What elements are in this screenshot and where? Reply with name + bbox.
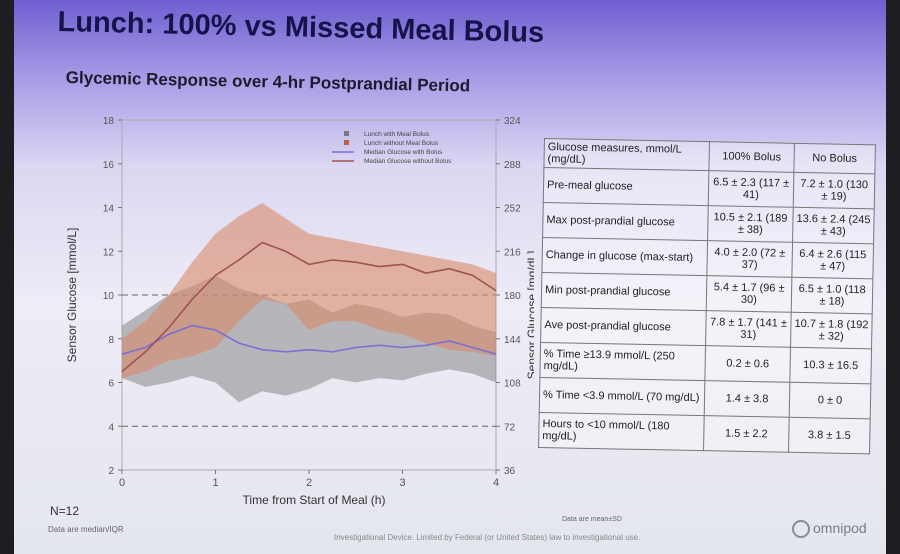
- chart-subtitle: Glycemic Response over 4-hr Postprandial…: [65, 68, 471, 96]
- legend-label: Median Glucose without Bolus: [364, 158, 452, 165]
- x-tick-label: 4: [493, 477, 499, 489]
- table-cell-measure: % Time ≥13.9 mmol/L (250 mg/dL): [539, 342, 706, 381]
- table-cell-bolus: 1.5 ± 2.2: [703, 415, 790, 453]
- table-cell-bolus: 0.2 ± 0.6: [704, 345, 791, 383]
- legend-label: Lunch without Meal Bolus: [364, 140, 439, 147]
- y-tick-label: 10: [103, 291, 115, 302]
- x-tick-label: 1: [212, 477, 218, 489]
- logo-ring-icon: [792, 520, 810, 539]
- legend-label: Median Glucose with Bolus: [364, 149, 443, 156]
- y2-tick-label: 72: [504, 422, 516, 433]
- table-cell-bolus: 4.0 ± 2.0 (72 ± 37): [706, 240, 793, 278]
- footer-disclaimer: Investigational Device. Limited by Feder…: [334, 533, 641, 542]
- y-tick-label: 6: [108, 379, 114, 390]
- slide-title: Lunch: 100% vs Missed Meal Bolus: [57, 6, 545, 50]
- table-cell-nobolus: 7.2 ± 1.0 (130 ± 19): [793, 172, 875, 209]
- table-cell-bolus: 10.5 ± 2.1 (189 ± 38): [707, 205, 794, 243]
- table-cell-nobolus: 3.8 ± 1.5: [788, 417, 871, 454]
- y-tick-label: 8: [108, 335, 114, 346]
- table-cell-measure: Hours to <10 mmol/L (180 mg/dL): [538, 412, 705, 451]
- median-line: [121, 241, 497, 373]
- table-note: Data are mean±SD: [562, 516, 622, 523]
- x-tick-label: 0: [119, 477, 125, 489]
- y2-tick-label: 216: [504, 247, 521, 258]
- y2-tick-label: 108: [504, 379, 521, 390]
- legend-swatch: [344, 131, 349, 136]
- y-tick-label: 16: [103, 160, 115, 171]
- y2-tick-label: 180: [504, 291, 521, 302]
- table-cell-measure: Min post-prandial glucose: [541, 272, 707, 311]
- y-tick-label: 4: [108, 422, 114, 433]
- x-axis-label: Time from Start of Meal (h): [243, 493, 386, 507]
- y2-tick-label: 36: [504, 466, 516, 477]
- table-cell-measure: % Time <3.9 mmol/L (70 mg/dL): [539, 377, 705, 416]
- table-cell-bolus: 6.5 ± 2.3 (117 ± 41): [708, 170, 794, 208]
- table-cell-measure: Change in glucose (max-start): [541, 237, 708, 276]
- table-cell-nobolus: 10.7 ± 1.8 (192 ± 32): [790, 312, 873, 349]
- table-header-measure: Glucose measures, mmol/L (mg/dL): [543, 138, 710, 171]
- table-cell-nobolus: 6.5 ± 1.0 (118 ± 18): [791, 277, 873, 314]
- table-header-nobolus: No Bolus: [793, 143, 876, 174]
- table-row: Hours to <10 mmol/L (180 mg/dL) 1.5 ± 2.2…: [538, 412, 871, 454]
- y2-tick-label: 288: [504, 160, 521, 171]
- y-tick-label: 18: [103, 116, 115, 127]
- table-cell-nobolus: 0 ± 0: [789, 382, 871, 419]
- glucose-chart: 2468101214161836721081441802162522883240…: [65, 116, 534, 507]
- logo-text: omnipod: [813, 520, 867, 536]
- y2-tick-label: 144: [504, 335, 521, 346]
- n-label: N=12: [50, 504, 80, 518]
- table-header-bolus: 100% Bolus: [708, 141, 795, 173]
- y2-axis-label: Sensor Glucose [mg/dL]: [525, 251, 534, 380]
- table-cell-bolus: 7.8 ± 1.7 (141 ± 31): [705, 310, 792, 348]
- table-cell-bolus: 1.4 ± 3.8: [704, 380, 790, 418]
- presentation-slide: Lunch: 100% vs Missed Meal Bolus Glycemi…: [14, 0, 886, 554]
- table-cell-measure: Ave post-prandial glucose: [540, 307, 707, 346]
- y2-tick-label: 324: [504, 116, 521, 127]
- glucose-measures-table: Glucose measures, mmol/L (mg/dL) 100% Bo…: [538, 138, 876, 455]
- x-tick-label: 2: [306, 477, 312, 489]
- chart-note: Data are median/IQR: [48, 525, 124, 534]
- legend-label: Lunch with Meal Bolus: [364, 131, 430, 138]
- iqr-band: [122, 203, 496, 379]
- table-cell-measure: Max post-prandial glucose: [542, 202, 709, 241]
- y-tick-label: 14: [103, 204, 115, 215]
- table-cell-nobolus: 13.6 ± 2.4 (245 ± 43): [792, 207, 875, 244]
- legend-swatch: [344, 140, 349, 145]
- x-tick-label: 3: [399, 477, 405, 489]
- omnipod-logo: omnipod: [792, 520, 867, 539]
- y-tick-label: 2: [108, 466, 114, 477]
- table-cell-bolus: 5.4 ± 1.7 (96 ± 30): [706, 275, 792, 313]
- y-tick-label: 12: [103, 247, 115, 258]
- y2-tick-label: 252: [504, 204, 521, 215]
- median-line: [121, 324, 497, 355]
- table-cell-measure: Pre-meal glucose: [543, 167, 709, 206]
- table-cell-nobolus: 6.4 ± 2.6 (115 ± 47): [791, 242, 874, 279]
- table-cell-nobolus: 10.3 ± 16.5: [789, 347, 872, 384]
- y-axis-label: Sensor Glucose [mmol/L]: [65, 228, 79, 363]
